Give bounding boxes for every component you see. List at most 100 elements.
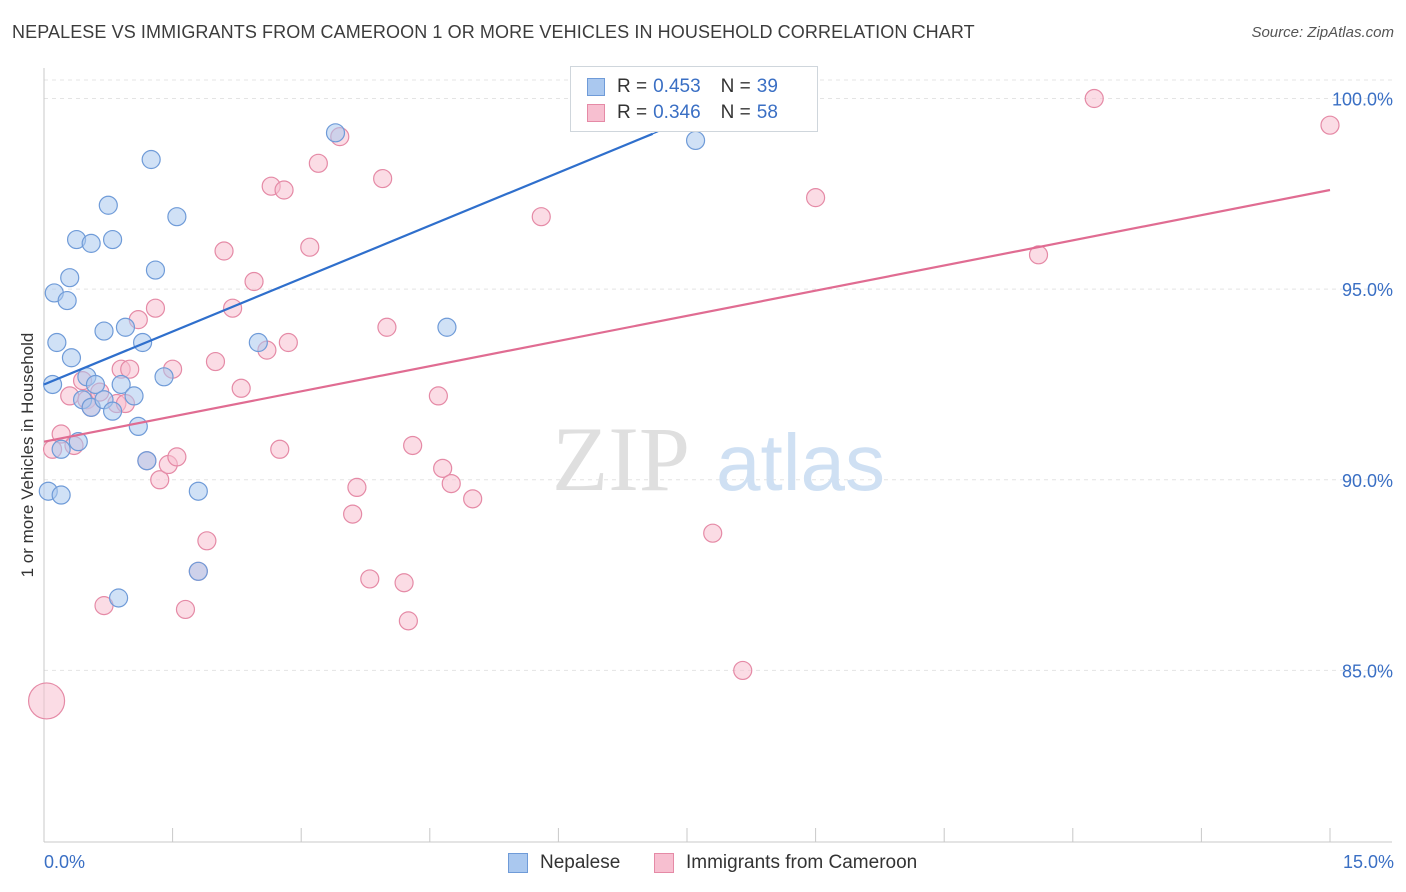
chart-title: NEPALESE VS IMMIGRANTS FROM CAMEROON 1 O…	[12, 22, 975, 42]
scatter-point	[244, 271, 264, 292]
series-legend: Nepalese Immigrants from Cameroon	[0, 852, 1406, 876]
legend-label: Nepalese	[540, 852, 621, 873]
scatter-point	[223, 298, 243, 318]
scatter-point	[428, 386, 448, 406]
scatter-point	[167, 207, 187, 227]
watermark-zip: ZIP	[552, 408, 690, 510]
scatter-point	[145, 260, 166, 280]
scatter-point	[531, 207, 551, 227]
scatter-point	[132, 332, 153, 353]
scatter-point	[115, 317, 136, 337]
scatter-point	[51, 439, 71, 459]
scatter-point	[68, 432, 88, 452]
r-value: 0.453	[653, 76, 701, 97]
scatter-point	[214, 241, 234, 261]
cameroon-swatch	[654, 853, 674, 873]
scatter-point	[685, 130, 706, 151]
scatter-point	[150, 470, 170, 490]
scatter-point	[51, 485, 71, 505]
scatter-point	[360, 569, 380, 589]
nepalese-points	[38, 123, 706, 608]
cameroon-swatch	[587, 104, 605, 122]
y-tick-label: 95.0%	[1342, 280, 1393, 300]
scatter-point	[441, 473, 461, 494]
scatter-point	[154, 367, 174, 387]
scatter-point	[1028, 245, 1049, 265]
scatter-point	[111, 374, 131, 395]
scatter-point	[188, 481, 208, 501]
y-tick-label: 85.0%	[1342, 661, 1393, 681]
scatter-point	[270, 439, 290, 459]
n-label: N =	[720, 102, 751, 123]
scatter-point	[703, 523, 723, 543]
scatter-point	[205, 351, 226, 372]
scatter-point	[308, 153, 328, 173]
scatter-point	[137, 451, 157, 471]
scatter-point	[188, 561, 208, 581]
scatter-point	[1084, 88, 1104, 109]
trend-line	[43, 132, 654, 386]
scatter-point	[248, 332, 268, 353]
legend-row-cameroon: R = 0.346 N = 58	[587, 102, 778, 124]
scatter-point	[278, 332, 298, 353]
scatter-point	[57, 290, 77, 311]
scatter-point	[433, 458, 453, 478]
scatter-point	[343, 504, 363, 524]
scatter-point	[325, 123, 346, 143]
scatter-point	[85, 374, 106, 395]
scatter-point	[175, 599, 196, 620]
scatter-point	[98, 195, 118, 215]
scatter-point	[403, 435, 423, 456]
correlation-legend: R = 0.453 N = 39 R = 0.346 N = 58	[570, 66, 818, 132]
scatter-point	[197, 531, 217, 551]
r-value: 0.346	[653, 102, 701, 123]
n-value: 58	[756, 102, 778, 123]
r-label: R =	[617, 102, 648, 123]
scatter-point	[94, 321, 114, 341]
gridlines	[44, 79, 1392, 671]
scatter-point	[108, 588, 129, 608]
scatter-point	[463, 489, 483, 509]
scatter-point	[437, 317, 457, 337]
y-tick-label: 100.0%	[1332, 90, 1393, 110]
scatter-point	[145, 298, 166, 318]
watermark: ZIP atlas	[552, 408, 885, 510]
scatter-point	[61, 348, 82, 368]
r-label: R =	[617, 76, 648, 97]
legend-item-nepalese[interactable]: Nepalese	[508, 852, 620, 874]
watermark-atlas: atlas	[716, 418, 885, 507]
scatter-point	[141, 149, 161, 170]
scatter-point	[377, 317, 397, 337]
scatter-point	[27, 682, 66, 720]
n-label: N =	[720, 76, 751, 97]
legend-item-cameroon[interactable]: Immigrants from Cameroon	[654, 852, 917, 874]
scatter-point	[347, 477, 367, 498]
source-label: Source: ZipAtlas.com	[1251, 24, 1394, 41]
n-value: 39	[756, 76, 778, 97]
scatter-point	[274, 180, 294, 200]
scatter-point	[300, 237, 320, 257]
cameroon-points	[27, 88, 1340, 720]
scatter-point	[231, 378, 251, 398]
scatter-point	[394, 573, 414, 593]
scatter-point	[805, 188, 826, 208]
legend-label: Immigrants from Cameroon	[686, 852, 918, 873]
scatter-point	[102, 401, 123, 421]
scatter-point	[1320, 115, 1340, 135]
y-tick-labels: 85.0% 90.0% 95.0% 100.0%	[1332, 90, 1393, 682]
legend-row-nepalese: R = 0.453 N = 39	[587, 76, 778, 98]
scatter-point	[398, 611, 418, 631]
scatter-point	[128, 416, 148, 437]
scatter-point	[60, 268, 80, 288]
nepalese-swatch	[587, 78, 605, 96]
scatter-point	[733, 660, 753, 681]
scatter-point	[124, 386, 144, 406]
x-tick-max: 15.0%	[1342, 852, 1394, 872]
x-tick-min: 0.0%	[44, 852, 86, 872]
y-tick-label: 90.0%	[1342, 471, 1393, 491]
trend-line	[43, 188, 1331, 443]
scatter-point	[47, 332, 67, 353]
scatter-point	[102, 229, 123, 250]
scatter-point	[167, 447, 187, 467]
